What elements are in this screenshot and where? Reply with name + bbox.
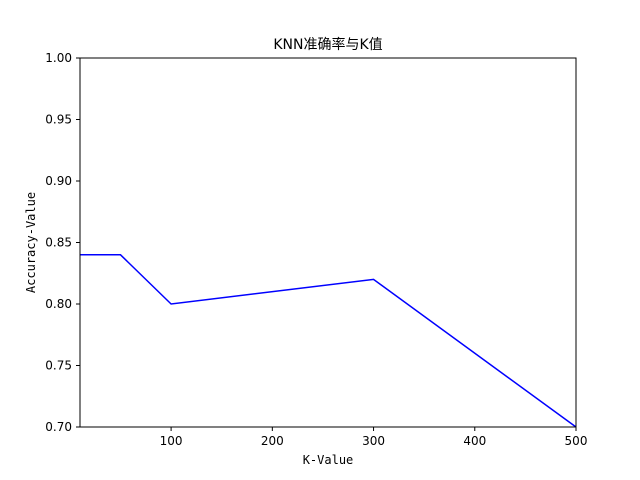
x-tick-label: 400 (463, 434, 486, 448)
y-tick-label: 0.75 (45, 359, 72, 373)
y-tick-label: 0.95 (45, 113, 72, 127)
y-tick-label: 0.85 (45, 236, 72, 250)
x-tick-label: 300 (362, 434, 385, 448)
chart-title: KNN准确率与K值 (273, 36, 382, 53)
series-line (80, 254, 577, 428)
x-tick-label: 500 (565, 434, 588, 448)
x-tick-label: 200 (261, 434, 284, 448)
y-tick-label: 0.80 (45, 297, 72, 311)
y-axis-label: Accuracy-Value (24, 192, 38, 293)
y-tick-label: 1.00 (45, 51, 72, 65)
y-axis-ticks: 0.70 0.75 0.80 0.85 0.90 0.95 1.00 (45, 51, 80, 434)
series-layer (80, 254, 577, 428)
x-axis-ticks: 100 200 300 400 500 (160, 427, 588, 448)
y-tick-label: 0.90 (45, 174, 72, 188)
x-tick-label: 100 (160, 434, 183, 448)
plot-frame (79, 57, 577, 428)
y-tick-label: 0.70 (45, 420, 72, 434)
x-axis-label: K-Value (303, 453, 354, 467)
